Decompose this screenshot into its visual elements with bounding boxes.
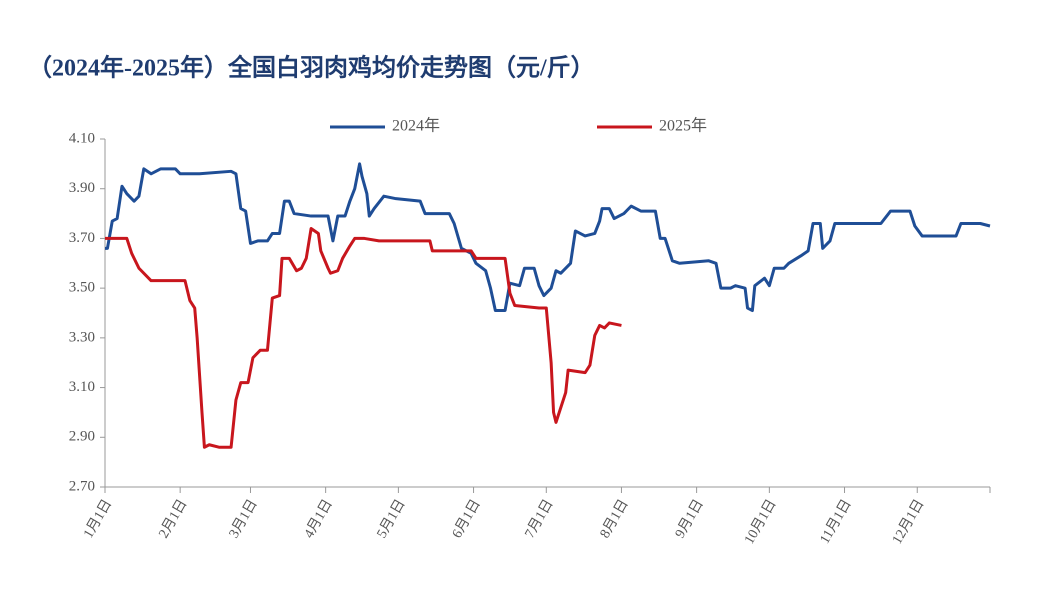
x-tick-label: 3月1日 xyxy=(226,497,261,541)
y-tick-label: 3.70 xyxy=(69,230,95,246)
x-tick-label: 1月1日 xyxy=(80,497,115,541)
y-tick-label: 3.10 xyxy=(69,379,95,395)
x-tick-label: 9月1日 xyxy=(672,497,707,541)
y-tick-label: 2.70 xyxy=(69,478,95,494)
x-tick-label: 12月1日 xyxy=(889,497,927,547)
x-tick-label: 5月1日 xyxy=(374,497,409,541)
x-tick-label: 6月1日 xyxy=(449,497,484,541)
line-series xyxy=(105,162,991,313)
x-tick-label: 2月1日 xyxy=(156,497,191,541)
line-series xyxy=(105,226,622,449)
y-tick-label: 3.90 xyxy=(69,180,95,196)
x-tick-label: 8月1日 xyxy=(597,497,632,541)
y-tick-label: 4.10 xyxy=(69,130,95,146)
legend-label: 2024年 xyxy=(392,117,440,135)
x-tick-label: 11月1日 xyxy=(817,497,855,547)
x-tick-label: 10月1日 xyxy=(741,497,779,547)
chart-title: （2024年-2025年）全国白羽肉鸡均价走势图（元/斤） xyxy=(28,54,595,82)
y-tick-label: 3.50 xyxy=(69,280,95,296)
y-tick-label: 2.90 xyxy=(69,429,95,445)
y-tick-label: 3.30 xyxy=(69,329,95,345)
legend-label: 2025年 xyxy=(659,117,707,135)
x-tick-label: 7月1日 xyxy=(522,497,557,541)
x-tick-label: 4月1日 xyxy=(301,497,336,541)
